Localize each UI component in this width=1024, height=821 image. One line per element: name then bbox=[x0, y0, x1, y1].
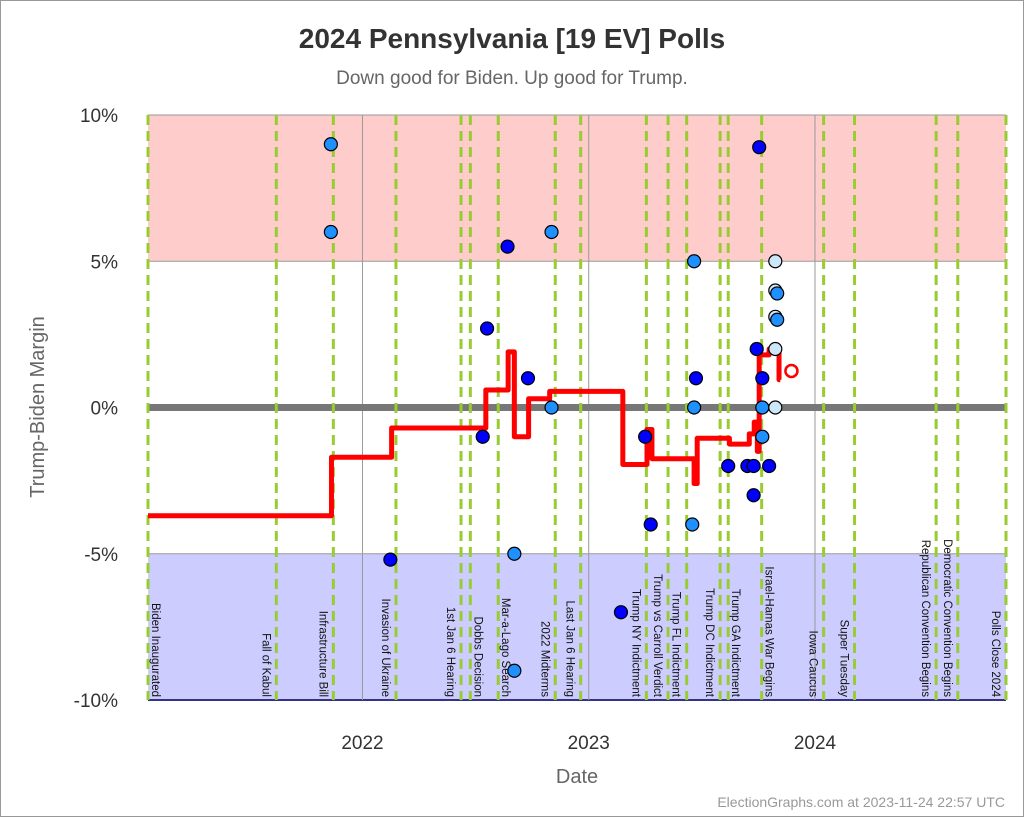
y-tick-label: 10% bbox=[80, 106, 118, 127]
event-label: 1st Jan 6 Hearing bbox=[444, 607, 456, 697]
poll-point bbox=[770, 286, 785, 301]
poll-point bbox=[520, 371, 536, 386]
poll-point bbox=[755, 400, 770, 415]
event-label: Infrastructure Bill bbox=[316, 611, 328, 697]
y-tick-label: -5% bbox=[84, 545, 118, 566]
event-label: Dobbs Decision bbox=[471, 616, 483, 697]
poll-point bbox=[479, 321, 495, 336]
event-label: Trump NY Indictment bbox=[629, 589, 641, 698]
chart-title: 2024 Pennsylvania [19 EV] Polls bbox=[299, 23, 725, 54]
event-label: Republican Convention Begins bbox=[919, 540, 931, 698]
event-label: Last Jan 6 Hearing bbox=[564, 600, 576, 697]
poll-point bbox=[762, 458, 777, 474]
poll-point bbox=[685, 517, 700, 532]
poll-point bbox=[755, 371, 770, 386]
average-line bbox=[148, 346, 782, 519]
plot-area: 10% 5% 0% -5% -10% 2022 2023 2024 Biden Inaugura… bbox=[74, 106, 1008, 754]
poll-point bbox=[323, 224, 338, 240]
poll-point bbox=[507, 663, 522, 678]
event-label: Democratic Convention Begins bbox=[941, 539, 953, 697]
event-label: Invasion of Ukraine bbox=[379, 599, 391, 697]
x-tick-label: 2022 bbox=[341, 733, 383, 754]
poll-point bbox=[768, 400, 783, 415]
poll-point bbox=[688, 371, 704, 386]
event-label: Trump GA Indictment bbox=[729, 589, 741, 698]
poll-point bbox=[323, 137, 338, 152]
y-tick-label: -10% bbox=[74, 691, 118, 712]
poll-point bbox=[770, 312, 785, 327]
poll-point bbox=[643, 517, 658, 532]
event-label: Trump FL Indictment bbox=[670, 592, 682, 698]
poll-point bbox=[768, 341, 783, 357]
poll-point bbox=[544, 224, 559, 240]
event-label: 2022 Midterms bbox=[538, 621, 550, 697]
event-label: Super Tuesday bbox=[838, 620, 850, 698]
poll-point bbox=[500, 239, 515, 254]
event-label: Trump DC Indictment bbox=[703, 588, 715, 698]
poll-point bbox=[613, 605, 629, 620]
event-label: Israel-Hamas War Begins bbox=[763, 566, 775, 697]
y-axis-label: Trump-Biden Margin bbox=[27, 316, 49, 498]
event-label: Biden Inaugurated bbox=[149, 603, 161, 697]
poll-point bbox=[638, 429, 653, 444]
poll-point bbox=[755, 429, 770, 444]
poll-point bbox=[746, 488, 761, 503]
poll-point bbox=[752, 140, 767, 155]
poll-point bbox=[721, 458, 736, 474]
x-tick-label: 2024 bbox=[794, 733, 837, 754]
chart-subtitle: Down good for Biden. Up good for Trump. bbox=[336, 68, 688, 89]
poll-point bbox=[507, 546, 522, 561]
y-tick-label: 5% bbox=[91, 252, 119, 273]
x-axis-label: Date bbox=[556, 766, 598, 788]
poll-point bbox=[544, 400, 559, 415]
poll-point bbox=[687, 400, 702, 415]
x-tick-label: 2023 bbox=[568, 733, 610, 754]
event-label: Mar-a-Lago Search bbox=[499, 598, 511, 697]
poll-point bbox=[746, 458, 761, 474]
band-1 bbox=[148, 553, 1006, 700]
footer-credit: ElectionGraphs.com at 2023-11-24 22:57 U… bbox=[717, 794, 1005, 810]
event-label: Iowa Caucus bbox=[807, 631, 819, 698]
y-tick-label: 0% bbox=[91, 399, 119, 420]
event-label: Trump vs Carroll Verdict bbox=[651, 574, 663, 698]
poll-point bbox=[749, 341, 764, 357]
poll-point bbox=[687, 254, 702, 269]
event-label: Fall of Kabul bbox=[259, 633, 271, 697]
poll-point bbox=[768, 254, 783, 269]
poll-point bbox=[383, 552, 398, 567]
event-label: Polls Close 2024 bbox=[989, 611, 1001, 698]
poll-point bbox=[475, 429, 490, 444]
band-0 bbox=[148, 115, 1006, 262]
current-average-marker bbox=[784, 363, 799, 379]
